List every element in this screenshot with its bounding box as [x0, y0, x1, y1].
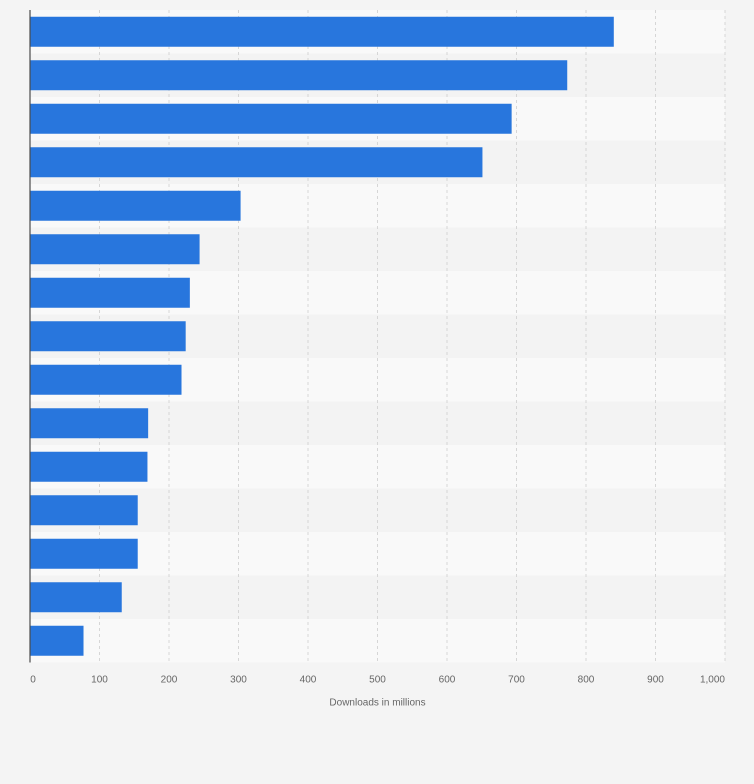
- bars: [30, 16, 614, 656]
- bar[interactable]: [30, 538, 138, 569]
- bar[interactable]: [30, 190, 241, 221]
- bar[interactable]: [30, 277, 190, 308]
- x-axis-title: Downloads in millions: [329, 698, 425, 709]
- x-tick-label: 0: [30, 675, 36, 686]
- x-axis-ticks: 0 100 200 300 400 500 600 700 800 900 1,000: [30, 675, 725, 686]
- bar[interactable]: [30, 147, 483, 178]
- bar[interactable]: [30, 451, 148, 482]
- bar[interactable]: [30, 495, 138, 526]
- bar[interactable]: [30, 625, 84, 656]
- bar[interactable]: [30, 103, 512, 134]
- bar[interactable]: [30, 321, 186, 352]
- bar[interactable]: [30, 408, 149, 439]
- bar[interactable]: [30, 60, 568, 91]
- x-tick-label: 500: [369, 675, 386, 686]
- x-tick-label: 300: [230, 675, 247, 686]
- x-tick-label: 400: [300, 675, 317, 686]
- x-tick-label: 700: [508, 675, 525, 686]
- bar[interactable]: [30, 234, 200, 265]
- x-tick-label: 600: [439, 675, 456, 686]
- x-tick-label: 900: [647, 675, 664, 686]
- x-tick-label: 100: [91, 675, 108, 686]
- bar[interactable]: [30, 16, 614, 47]
- x-tick-label: 200: [161, 675, 178, 686]
- x-tick-label: 1,000: [700, 675, 725, 686]
- x-tick-label: 800: [578, 675, 595, 686]
- bar[interactable]: [30, 582, 122, 613]
- bar[interactable]: [30, 364, 182, 395]
